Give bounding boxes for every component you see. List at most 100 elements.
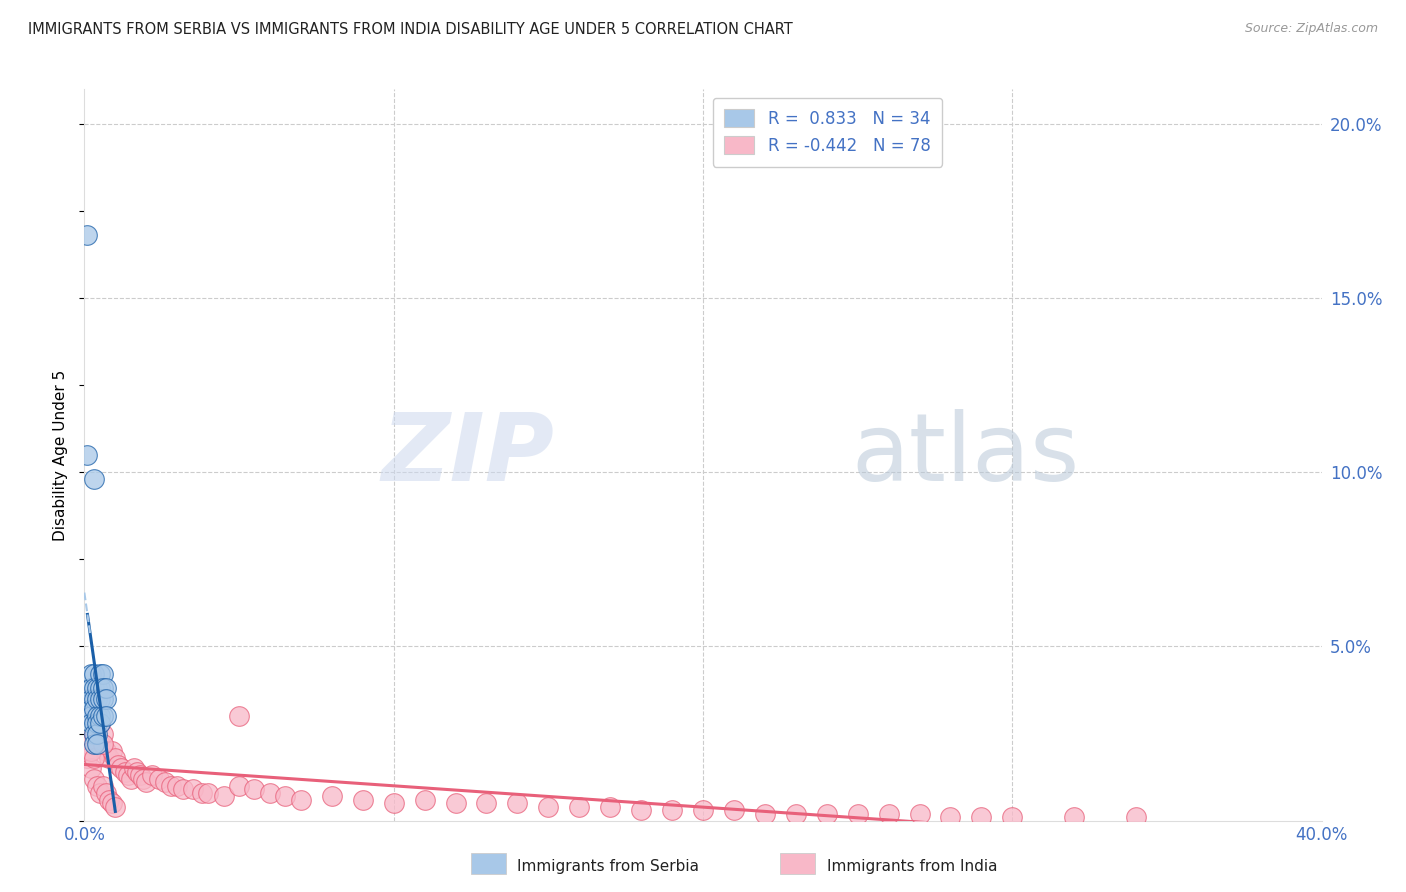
Point [114,764,136,779]
Point [76,751,98,765]
Point [107,758,129,772]
Point [83,726,105,740]
Point [382,796,405,810]
Text: atlas: atlas [852,409,1080,501]
Point [76,448,98,462]
Point [79,716,101,731]
Point [91,681,114,696]
Point [1125,810,1147,824]
Point [908,806,931,821]
Point [89,716,111,731]
Point [89,716,111,731]
Point [413,793,436,807]
Point [274,789,297,804]
Point [568,799,591,814]
Point [79,667,101,681]
Point [91,726,114,740]
Point [228,779,250,793]
Point [148,772,170,786]
Point [132,772,155,786]
Point [79,681,101,696]
Point [86,681,108,696]
Point [98,793,121,807]
Point [172,782,194,797]
Point [815,806,838,821]
Point [120,772,142,786]
Point [970,810,993,824]
Point [153,775,176,789]
Point [76,737,98,751]
Point [91,779,114,793]
Point [86,779,108,793]
Point [599,799,621,814]
Point [83,472,105,486]
Point [91,709,114,723]
Point [785,806,807,821]
Point [166,779,188,793]
Point [91,737,114,751]
Text: IMMIGRANTS FROM SERBIA VS IMMIGRANTS FROM INDIA DISABILITY AGE UNDER 5 CORRELATI: IMMIGRANTS FROM SERBIA VS IMMIGRANTS FRO… [28,22,793,37]
Point [117,768,139,782]
Point [846,806,869,821]
Text: Source: ZipAtlas.com: Source: ZipAtlas.com [1244,22,1378,36]
Point [181,782,204,797]
Point [475,796,498,810]
Point [86,716,108,731]
Point [321,789,343,804]
Point [94,691,117,706]
Point [160,779,183,793]
Point [290,793,312,807]
Point [135,775,157,789]
Point [122,761,145,775]
Point [877,806,900,821]
Point [444,796,467,810]
Point [212,789,235,804]
Point [89,786,111,800]
Point [83,681,105,696]
Point [228,709,250,723]
Point [79,744,101,758]
Point [692,803,714,817]
Point [630,803,652,817]
Point [98,751,121,765]
Point [110,761,132,775]
Point [104,799,127,814]
Point [125,764,148,779]
Point [537,799,560,814]
Point [94,744,117,758]
Point [83,691,105,706]
Point [79,761,101,775]
Point [191,786,214,800]
Point [754,806,776,821]
Point [506,796,529,810]
Point [197,786,219,800]
Point [661,803,683,817]
Point [1063,810,1085,824]
Point [86,702,108,716]
Y-axis label: Disability Age Under 5: Disability Age Under 5 [53,369,69,541]
Point [91,691,114,706]
Point [83,667,105,681]
Point [86,691,108,706]
Point [86,709,108,723]
Legend: R =  0.833   N = 34, R = -0.442   N = 78: R = 0.833 N = 34, R = -0.442 N = 78 [713,97,942,167]
Point [89,691,111,706]
Point [101,744,124,758]
Point [723,803,745,817]
Point [94,786,117,800]
Point [79,702,101,716]
Point [352,793,374,807]
Point [83,751,105,765]
Point [101,796,124,810]
Point [83,709,105,723]
Point [79,709,101,723]
Point [83,716,105,731]
Point [939,810,962,824]
Text: Immigrants from Serbia: Immigrants from Serbia [517,859,699,873]
Point [86,726,108,740]
Point [89,709,111,723]
Point [259,786,281,800]
Point [129,768,152,782]
Point [89,737,111,751]
Point [141,768,163,782]
